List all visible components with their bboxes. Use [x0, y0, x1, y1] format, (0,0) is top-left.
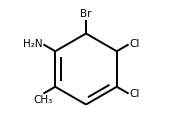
Text: H₂N: H₂N	[23, 39, 42, 49]
Text: Cl: Cl	[130, 39, 140, 49]
Text: CH₃: CH₃	[34, 95, 53, 105]
Text: Cl: Cl	[130, 89, 140, 99]
Text: Br: Br	[80, 9, 92, 19]
